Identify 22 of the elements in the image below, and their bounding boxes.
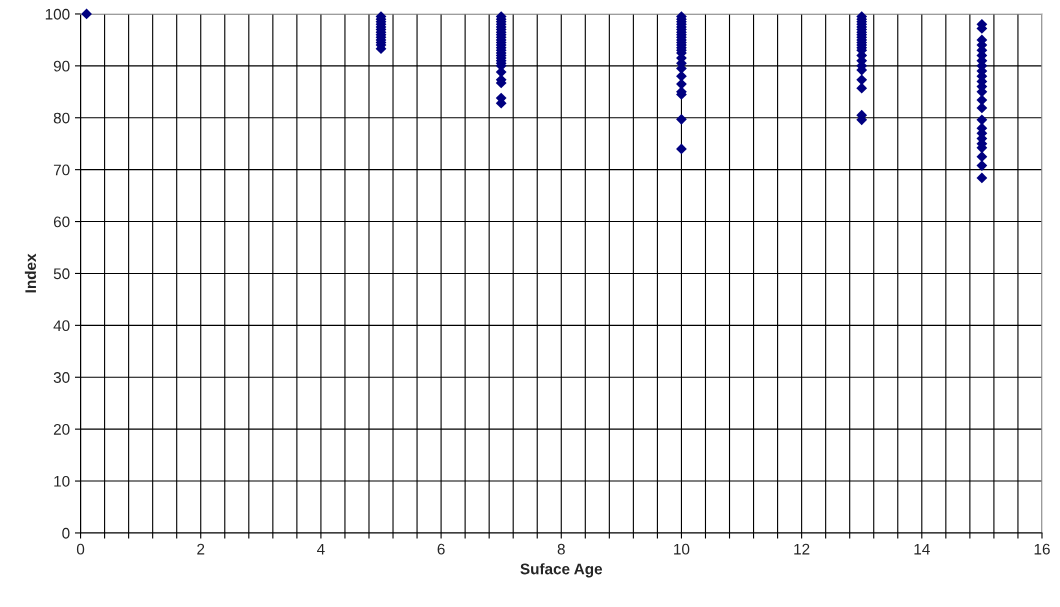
x-axis-title: Suface Age bbox=[520, 563, 603, 578]
y-axis-title: Index bbox=[24, 253, 37, 293]
x-tick-label: 2 bbox=[197, 543, 205, 555]
y-tick-label: 80 bbox=[53, 112, 70, 124]
x-tick-label: 0 bbox=[76, 543, 85, 555]
x-tick-label: 10 bbox=[674, 543, 690, 555]
x-tick-label: 16 bbox=[1034, 543, 1050, 555]
y-tick-label: 20 bbox=[53, 424, 70, 435]
y-tick-label: 100 bbox=[45, 8, 70, 20]
y-tick-label: 50 bbox=[53, 268, 70, 280]
x-tick-label: 14 bbox=[914, 543, 930, 555]
y-tick-label: 90 bbox=[53, 60, 70, 72]
y-tick-label: 30 bbox=[53, 372, 70, 383]
y-tick-label: 70 bbox=[53, 164, 70, 176]
y-tick-label: 0 bbox=[62, 527, 70, 539]
x-tick-label: 8 bbox=[557, 543, 565, 555]
y-tick-label: 40 bbox=[53, 320, 70, 332]
x-tick-label: 4 bbox=[317, 543, 325, 555]
x-tick-label: 12 bbox=[794, 543, 810, 555]
y-tick-label: 60 bbox=[53, 216, 70, 228]
y-tick-label: 10 bbox=[54, 475, 70, 487]
x-tick-label: 6 bbox=[437, 543, 445, 555]
